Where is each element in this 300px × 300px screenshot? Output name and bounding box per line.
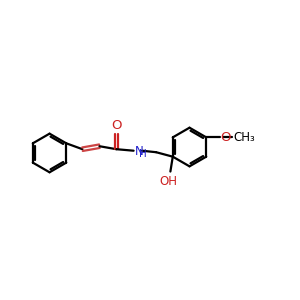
Text: CH₃: CH₃ [233, 131, 255, 144]
Text: N: N [135, 146, 143, 158]
Text: O: O [220, 130, 231, 144]
Text: OH: OH [159, 175, 177, 188]
Text: H: H [139, 149, 147, 159]
Text: O: O [111, 119, 122, 132]
